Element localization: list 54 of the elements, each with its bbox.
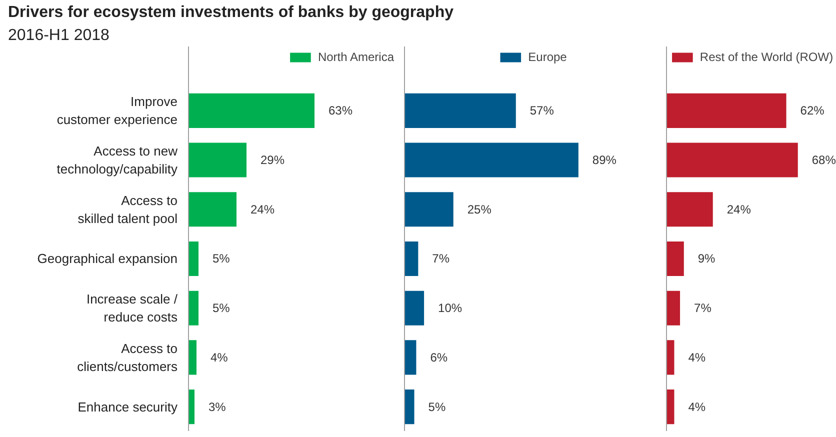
data-label: 7%	[694, 301, 712, 316]
data-label: 5%	[428, 400, 446, 414]
data-label: 6%	[430, 350, 448, 364]
text: 2016-H1 2018	[8, 26, 110, 46]
bar	[404, 93, 516, 128]
bar	[188, 142, 246, 178]
legend-label: North America	[318, 50, 394, 64]
data-label: 29%	[260, 153, 285, 168]
data-label: 4%	[688, 350, 706, 364]
data-label: 89%	[592, 153, 617, 168]
data-label: 25%	[467, 202, 492, 216]
bar	[666, 192, 713, 227]
legend-label: Europe	[528, 50, 567, 64]
data-label: 5%	[212, 301, 230, 316]
data-label: 9%	[698, 252, 716, 266]
bar	[666, 241, 684, 276]
data-label: 63%	[328, 104, 353, 118]
y-tick-label: Improve customer experience	[56, 94, 178, 128]
y-tick-label: Increase scale / reduce costs	[86, 292, 178, 325]
bar	[188, 340, 196, 375]
bar	[404, 192, 454, 227]
bar	[666, 290, 680, 326]
data-label: 10%	[438, 301, 462, 316]
bar	[404, 340, 416, 375]
bar	[188, 241, 198, 276]
bar	[404, 290, 424, 326]
y-tick-label: Access to new technology/capability	[56, 144, 178, 177]
data-label: 62%	[800, 104, 825, 118]
bar	[666, 340, 674, 375]
y-tick-label: Access to clients/customers	[77, 340, 178, 374]
data-label: 68%	[812, 153, 836, 168]
bar	[188, 93, 314, 128]
bar	[188, 192, 236, 227]
bar	[666, 142, 798, 178]
y-tick-label: Geographical expansion	[37, 251, 178, 266]
bar	[404, 390, 414, 424]
chart-title: Drivers for ecosystem investments of banks by geography	[8, 3, 454, 23]
y-tick-label: Enhance security	[78, 399, 178, 414]
data-label: 5%	[212, 252, 230, 266]
bar	[404, 241, 418, 276]
bar	[188, 290, 198, 326]
bar	[404, 142, 578, 178]
data-label: 3%	[208, 400, 226, 414]
data-label: 4%	[688, 400, 706, 414]
bar	[666, 390, 674, 424]
y-tick-label: Access to skilled talent pool	[78, 192, 178, 226]
data-label: 24%	[250, 202, 275, 216]
data-label: 24%	[726, 202, 752, 216]
bar	[666, 93, 786, 128]
data-label: 4%	[210, 350, 228, 364]
bar	[188, 390, 194, 424]
legend-label: Rest of the World (ROW)	[700, 50, 834, 64]
data-label: 57%	[530, 104, 554, 118]
data-label: 7%	[432, 252, 450, 266]
